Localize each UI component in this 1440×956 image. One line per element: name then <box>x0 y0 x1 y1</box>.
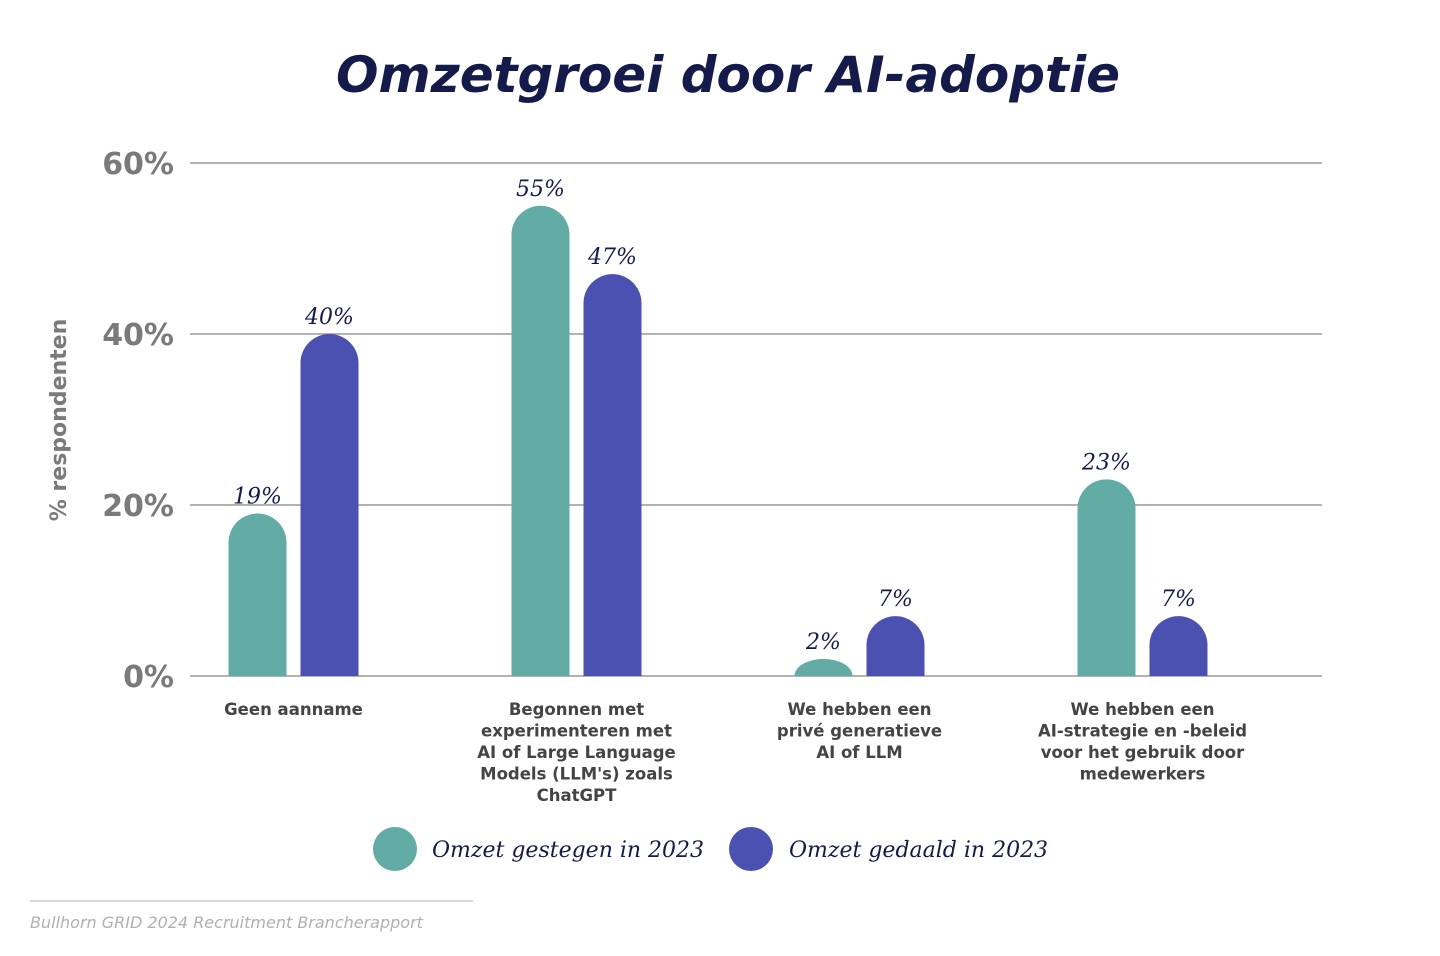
y-tick-label: 60% <box>102 147 174 182</box>
data-label: 2% <box>805 630 841 655</box>
data-labels: 19% 40% 55% 47% 2% 7% 23% 7% <box>233 177 1196 655</box>
data-label: 55% <box>516 177 565 202</box>
legend-swatch <box>373 827 417 871</box>
data-label: 47% <box>587 245 637 270</box>
data-label: 40% <box>304 305 354 330</box>
bar-gestegen-3 <box>794 658 853 676</box>
bar-gestegen-2 <box>511 205 570 676</box>
data-label: 19% <box>233 485 282 510</box>
y-axis-ticks: 0% 20% 40% 60% <box>102 147 174 695</box>
bar-gedaald-2 <box>583 274 642 676</box>
category-label: Begonnen met experimenteren met AI of Larg… <box>477 700 676 805</box>
y-tick-label: 20% <box>102 489 174 524</box>
data-label: 23% <box>1081 450 1131 475</box>
bar-gestegen-1 <box>228 513 287 676</box>
category-label: We hebben een AI-strategie en -beleid voor… <box>1038 700 1247 784</box>
data-label: 7% <box>878 587 913 612</box>
chart-title: Omzetgroei door AI-adoptie <box>336 46 1120 104</box>
data-label: 7% <box>1161 587 1196 612</box>
legend: Omzet gestegen in 2023 Omzet gedaald in 2… <box>373 827 1048 871</box>
y-tick-label: 0% <box>123 660 174 695</box>
legend-swatch <box>729 827 773 871</box>
y-axis-label: % respondenten <box>47 319 72 522</box>
legend-label: Omzet gedaald in 2023 <box>789 838 1048 863</box>
bar-gestegen-4 <box>1077 479 1136 676</box>
category-label: Geen aanname <box>224 700 363 719</box>
bars <box>228 205 1208 676</box>
gridlines <box>190 162 1322 677</box>
category-labels: Geen aanname Begonnen met experimenteren m… <box>224 700 1247 805</box>
bar-gedaald-4 <box>1149 616 1208 676</box>
bar-gedaald-3 <box>866 616 925 676</box>
bar-gedaald-1 <box>300 334 359 676</box>
y-tick-label: 40% <box>102 318 174 353</box>
source-text: Bullhorn GRID 2024 Recruitment Branchera… <box>30 913 424 932</box>
legend-label: Omzet gestegen in 2023 <box>432 838 704 863</box>
category-label: We hebben een privé generatieve AI of LLM <box>777 700 942 762</box>
